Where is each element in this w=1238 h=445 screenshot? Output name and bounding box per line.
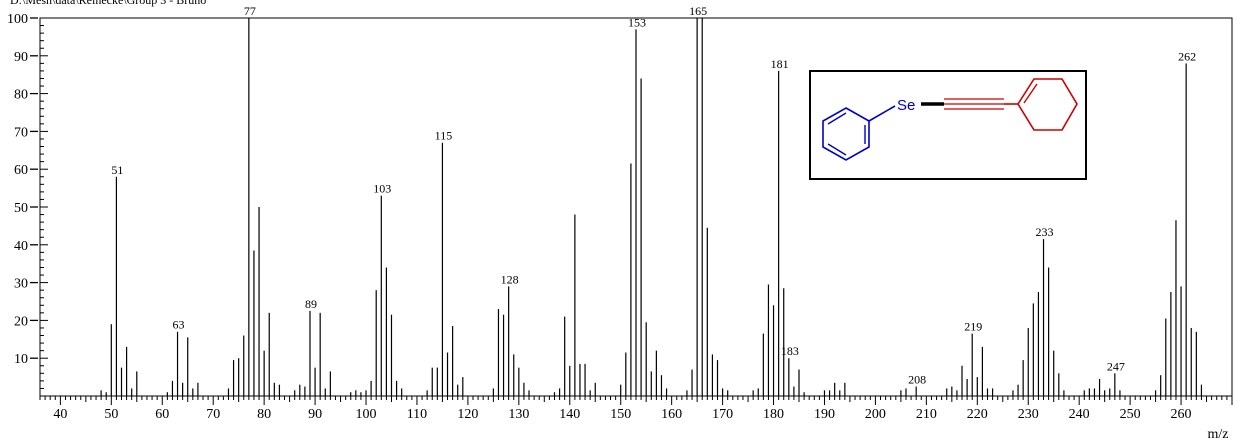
structure-frame <box>809 70 1087 180</box>
selenium-atom-label: Se <box>897 97 915 114</box>
peak-label: 219 <box>964 320 982 334</box>
peak-labels: 51 63 77 89 103 115 128 153 165 181 183 208 219 233 24… <box>111 4 1196 387</box>
x-tick-label: 210 <box>916 407 937 422</box>
x-tick-label: 250 <box>1120 407 1141 422</box>
y-tick-label: 10 <box>14 352 28 367</box>
peak-label: 262 <box>1178 49 1196 63</box>
peak-label: 103 <box>373 182 391 196</box>
x-tick-label: 160 <box>661 407 682 422</box>
peak-bars <box>100 18 1203 396</box>
x-tick-label: 80 <box>257 407 271 422</box>
y-tick-label: 80 <box>14 88 28 103</box>
x-tick-label: 230 <box>1018 407 1039 422</box>
peak-label: 128 <box>501 272 519 286</box>
y-tick-label: 90 <box>14 50 28 65</box>
x-tick-label: 140 <box>559 407 580 422</box>
x-tick-label: 200 <box>865 407 886 422</box>
x-tick-label: 220 <box>967 407 988 422</box>
peak-label: 183 <box>781 344 799 358</box>
cyclohexene-ring <box>1017 78 1078 131</box>
x-tick-label: 70 <box>206 407 220 422</box>
y-tick-label: 40 <box>14 239 28 254</box>
y-tick-label: 100 <box>7 12 28 27</box>
x-tick-label: 60 <box>155 407 169 422</box>
x-tick-label: 170 <box>712 407 733 422</box>
x-tick-label: 260 <box>1171 407 1192 422</box>
phenyl-inner-bond-1 <box>827 112 847 125</box>
peak-label: 247 <box>1107 359 1125 373</box>
y-tick-label: 30 <box>14 277 28 292</box>
y-tick-label: 70 <box>14 125 28 140</box>
x-tick-label: 240 <box>1069 407 1090 422</box>
molecule-structure: Se <box>809 70 1087 180</box>
x-tick-label: 150 <box>610 407 631 422</box>
x-tick-label: 180 <box>763 407 784 422</box>
x-tick-label: 190 <box>814 407 835 422</box>
x-tick-label: 100 <box>356 407 377 422</box>
peak-label: 233 <box>1036 225 1054 239</box>
peak-label: 63 <box>173 318 185 332</box>
phenyl-inner-bond-3 <box>827 143 847 156</box>
x-tick-label: 40 <box>53 407 67 422</box>
x-tick-label: 90 <box>308 407 322 422</box>
y-tick-label: 20 <box>14 314 28 329</box>
y-axis-ticks: 10 20 30 40 50 60 70 80 90 100 <box>7 12 48 389</box>
x-tick-label: 110 <box>407 407 427 422</box>
x-axis-ticks: 40 50 60 70 80 90 100 110 120 130 140 150 160 170 180 1… <box>39 396 1233 422</box>
x-tick-label: 120 <box>457 407 478 422</box>
y-tick-label: 60 <box>14 163 28 178</box>
x-tick-label: 130 <box>508 407 529 422</box>
peak-label: 208 <box>908 373 926 387</box>
cyclohexene-double-bond <box>1023 83 1038 104</box>
peak-label: 153 <box>628 15 646 29</box>
peak-label: 165 <box>689 4 707 18</box>
peak-label: 181 <box>771 57 789 71</box>
y-tick-label: 50 <box>14 201 28 216</box>
file-path-header: D:\Mesh\data\Reinecke\Group 3 - Bruno <box>10 0 207 7</box>
peak-label: 77 <box>244 4 256 18</box>
phenyl-se-bond <box>868 105 896 122</box>
x-tick-label: 50 <box>104 407 118 422</box>
peak-label: 89 <box>305 297 317 311</box>
x-axis-label: m/z <box>1208 427 1229 442</box>
peak-label: 51 <box>111 163 123 177</box>
peak-label: 115 <box>435 129 453 143</box>
